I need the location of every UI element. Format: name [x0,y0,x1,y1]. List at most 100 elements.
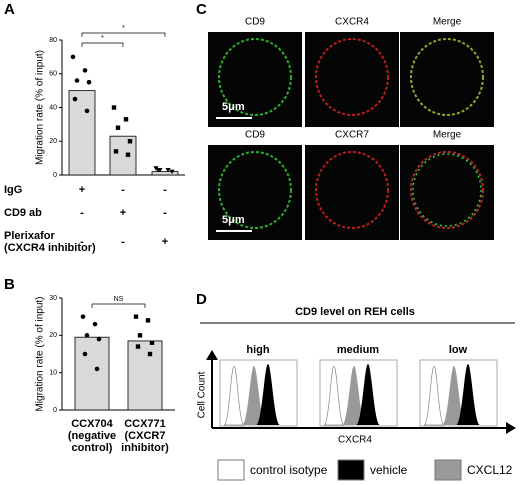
histogram-isotype [423,365,445,426]
data-point [123,117,129,122]
scale-bar-label: 5μm [222,101,245,113]
condition-mark: - [80,236,84,248]
legend-label: CXCL12 [467,463,513,477]
y-tick-label: 10 [49,370,57,377]
significance-label: * [101,35,104,42]
condition-mark: + [162,236,168,248]
micrograph [305,145,399,240]
cell-outline [412,153,482,227]
data-point [86,79,92,85]
significance-bracket [91,303,146,308]
image-title: CD9 [245,130,265,141]
y-tick-label: 20 [49,138,57,145]
x-tick-label: CCX771 [124,418,166,430]
y-tick-label: 60 [49,71,57,78]
micrograph [400,32,494,127]
significance-label: * [122,25,125,32]
legend-swatch [337,459,365,481]
scale-bar-label: 5μm [222,214,245,226]
subpanel-title: medium [337,344,379,356]
condition-mark: + [120,207,126,219]
histogram-vehicle [456,364,480,425]
condition-label: (CXCR4 inhibitor) [4,242,96,254]
micrograph [208,32,302,127]
data-point [155,167,161,173]
legend-swatch [217,459,245,481]
condition-mark: - [163,184,167,196]
data-point [74,78,80,83]
data-point [125,152,131,157]
condition-mark: + [79,184,85,196]
panel-label: B [4,276,15,293]
subpanel-title: low [449,344,468,356]
data-point [111,105,117,110]
image-title: CXCR4 [335,17,369,28]
y-tick-label: 40 [49,104,57,111]
cell-outline [410,151,484,229]
condition-label: IgG [4,184,22,196]
histogram-title: CD9 level on REH cells [295,306,415,318]
condition-mark: - [121,236,125,248]
bar [74,336,110,411]
y-axis-label: Cell Count [197,371,208,418]
x-tick-label: (CXCR7 [125,430,166,442]
legend-swatch [434,459,462,481]
data-point [96,336,102,342]
panel-label: A [4,1,15,18]
y-axis-label: Migration rate (% of input) [35,296,46,411]
histogram-cxcl12 [442,366,466,425]
y-tick-label: 80 [49,37,57,44]
significance-label: NS [114,296,124,303]
y-tick-label: 30 [49,295,57,302]
y-tick-label: 0 [53,172,57,179]
data-point [92,321,98,327]
data-point [115,125,121,130]
x-arrowhead [506,422,516,434]
condition-label: Plerixafor [4,230,55,242]
micrograph [208,145,302,240]
data-point [82,68,88,73]
micrograph [400,145,494,240]
y-arrowhead [206,350,218,360]
data-point [94,366,100,372]
data-point [165,167,171,173]
legend-label: control isotype [250,463,328,477]
x-tick-label: control) [72,442,113,454]
image-title: CD9 [245,17,265,28]
data-point [135,344,141,349]
data-point [169,169,175,175]
data-point [127,139,133,144]
data-point [113,149,119,154]
cell-outline [218,38,292,116]
x-axis-label: CXCR4 [338,435,372,446]
data-point [72,96,78,102]
cell-outline [410,38,484,116]
data-point [84,108,90,114]
histogram-cxcl12 [242,366,266,425]
y-tick-label: 20 [49,332,57,339]
histogram-isotype [323,365,345,426]
histogram-vehicle [256,364,280,425]
image-title: Merge [433,17,462,28]
data-point [137,333,143,338]
significance-bracket [81,32,166,37]
data-point [149,340,155,345]
x-tick-label: inhibitor) [121,442,169,454]
image-title: Merge [433,130,462,141]
data-point [82,351,88,357]
significance-bracket [81,42,124,47]
condition-label: CD9 ab [4,207,42,219]
cell-outline [218,151,292,229]
cell-outline [315,38,389,116]
data-point [147,351,153,357]
x-tick-label: (negative [68,430,116,442]
panel-label: D [196,291,207,308]
histogram-cxcl12 [342,366,366,425]
data-point [80,314,86,319]
micrograph [305,32,399,127]
data-point [145,318,151,323]
bar [151,171,179,176]
subpanel-title: high [246,344,269,356]
histogram-vehicle [356,364,380,425]
